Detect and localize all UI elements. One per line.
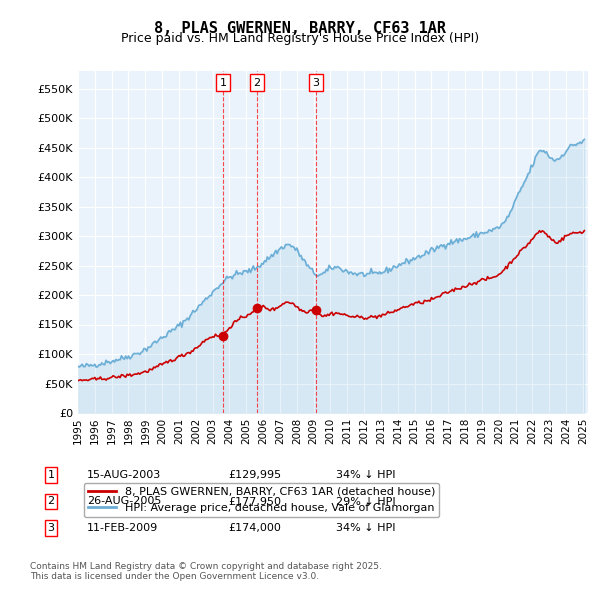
Legend: 8, PLAS GWERNEN, BARRY, CF63 1AR (detached house), HPI: Average price, detached : 8, PLAS GWERNEN, BARRY, CF63 1AR (detach…: [83, 483, 439, 517]
Text: 11-FEB-2009: 11-FEB-2009: [87, 523, 158, 533]
Text: 8, PLAS GWERNEN, BARRY, CF63 1AR: 8, PLAS GWERNEN, BARRY, CF63 1AR: [154, 21, 446, 35]
Text: 1: 1: [47, 470, 55, 480]
Text: 1: 1: [220, 78, 227, 87]
Text: 29% ↓ HPI: 29% ↓ HPI: [336, 497, 395, 506]
Text: 3: 3: [47, 523, 55, 533]
Text: £129,995: £129,995: [228, 470, 281, 480]
Text: 34% ↓ HPI: 34% ↓ HPI: [336, 523, 395, 533]
Text: £177,950: £177,950: [228, 497, 281, 506]
Text: 26-AUG-2005: 26-AUG-2005: [87, 497, 161, 506]
Text: 3: 3: [312, 78, 319, 87]
Text: 2: 2: [253, 78, 260, 87]
Text: 34% ↓ HPI: 34% ↓ HPI: [336, 470, 395, 480]
Text: 15-AUG-2003: 15-AUG-2003: [87, 470, 161, 480]
Text: 2: 2: [47, 497, 55, 506]
Text: Price paid vs. HM Land Registry's House Price Index (HPI): Price paid vs. HM Land Registry's House …: [121, 32, 479, 45]
Text: Contains HM Land Registry data © Crown copyright and database right 2025.
This d: Contains HM Land Registry data © Crown c…: [30, 562, 382, 581]
Text: £174,000: £174,000: [228, 523, 281, 533]
